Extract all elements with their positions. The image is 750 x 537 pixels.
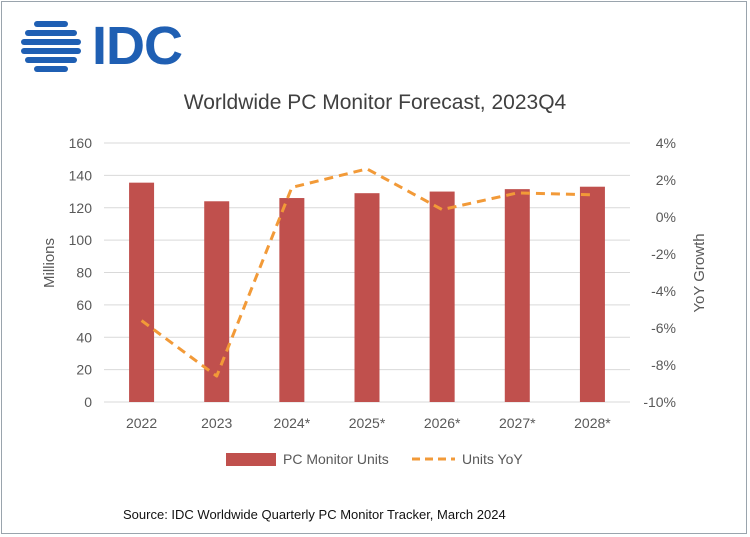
logo-text: IDC bbox=[92, 16, 183, 76]
y2-tick-label: -2% bbox=[651, 246, 676, 262]
y-tick-label: 140 bbox=[69, 167, 93, 183]
x-axis: 2022 2023 2024* 2025* 2026* 2027* 2028* bbox=[126, 415, 611, 431]
x-tick-label: 2024* bbox=[274, 415, 311, 431]
y-axis-label: Millions bbox=[41, 238, 58, 288]
y2-tick-label: -10% bbox=[643, 394, 676, 410]
y2-tick-label: 2% bbox=[656, 172, 676, 188]
x-tick-label: 2023 bbox=[201, 415, 232, 431]
y-tick-label: 80 bbox=[76, 265, 92, 281]
legend-label-line: Units YoY bbox=[462, 451, 523, 467]
idc-logo: IDC bbox=[20, 18, 190, 74]
y2-tick-label: -4% bbox=[651, 283, 676, 299]
bar bbox=[429, 191, 455, 402]
y-axis-left: 0 20 40 60 80 100 120 140 160 bbox=[69, 135, 93, 410]
y2-tick-label: -8% bbox=[651, 357, 676, 373]
idc-globe-icon bbox=[21, 21, 81, 72]
y-tick-label: 120 bbox=[69, 200, 93, 216]
y2-tick-label: -6% bbox=[651, 320, 676, 336]
y2-tick-label: 4% bbox=[656, 135, 676, 151]
y-tick-label: 0 bbox=[84, 394, 92, 410]
legend: PC Monitor Units Units YoY bbox=[226, 451, 523, 467]
y-tick-label: 100 bbox=[69, 232, 93, 248]
y-tick-label: 20 bbox=[76, 362, 92, 378]
legend-swatch-bar bbox=[226, 453, 276, 466]
y2-axis-label: YoY Growth bbox=[691, 233, 708, 312]
bar bbox=[129, 182, 155, 402]
y-tick-label: 60 bbox=[76, 297, 92, 313]
x-tick-label: 2028* bbox=[574, 415, 611, 431]
bar bbox=[504, 189, 530, 402]
x-tick-label: 2025* bbox=[349, 415, 386, 431]
source-note: Source: IDC Worldwide Quarterly PC Monit… bbox=[123, 507, 506, 522]
y-axis-right: 4% 2% 0% -2% -4% -6% -8% -10% bbox=[643, 135, 676, 410]
bar bbox=[354, 193, 380, 402]
x-tick-label: 2027* bbox=[499, 415, 536, 431]
x-tick-label: 2026* bbox=[424, 415, 461, 431]
x-tick-label: 2022 bbox=[126, 415, 157, 431]
y-tick-label: 160 bbox=[69, 135, 93, 151]
bar-series bbox=[129, 182, 605, 402]
y-tick-label: 40 bbox=[76, 329, 92, 345]
bar bbox=[279, 198, 305, 402]
bar bbox=[204, 201, 230, 402]
legend-label-bar: PC Monitor Units bbox=[283, 451, 389, 467]
line-series bbox=[140, 167, 593, 378]
y2-tick-label: 0% bbox=[656, 209, 676, 225]
bar bbox=[579, 186, 605, 402]
chart-title: Worldwide PC Monitor Forecast, 2023Q4 bbox=[184, 91, 567, 114]
